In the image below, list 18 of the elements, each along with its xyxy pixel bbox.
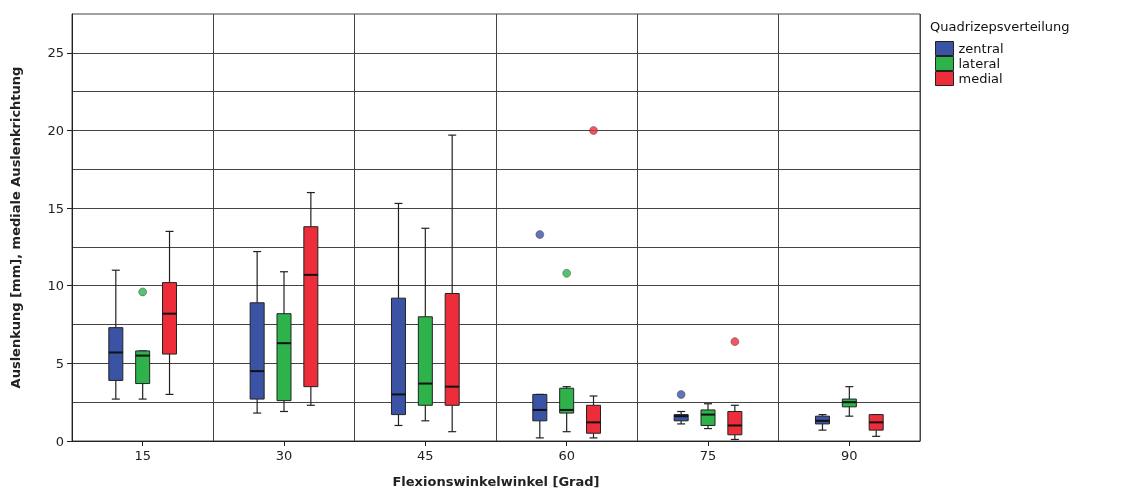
y-tick-label: 0 — [55, 433, 64, 449]
y-tick-label: 20 — [47, 122, 64, 138]
x-tick-label: 30 — [275, 448, 293, 463]
legend-title: Quadrizepsverteilung — [930, 19, 1070, 34]
y-tick-label: 25 — [47, 45, 64, 61]
x-tick-label: 90 — [841, 448, 858, 463]
y-tick-label: 5 — [55, 355, 64, 371]
x-tick-label: 15 — [134, 448, 151, 463]
legend-label: medial — [958, 71, 1003, 86]
x-axis-title: Flexionswinkelwinkel [Grad] — [392, 474, 600, 489]
y-axis-title: Auslenkung [mm], mediale Auslenkrichtung — [8, 66, 23, 389]
x-tick-label: 75 — [699, 448, 717, 463]
legend-label: zentral — [958, 41, 1004, 56]
legend-label: lateral — [958, 56, 1001, 71]
y-tick-label: 10 — [47, 278, 64, 294]
y-tick-label: 15 — [47, 200, 64, 216]
x-tick-label: 45 — [417, 448, 434, 463]
x-tick-label: 60 — [558, 448, 575, 463]
